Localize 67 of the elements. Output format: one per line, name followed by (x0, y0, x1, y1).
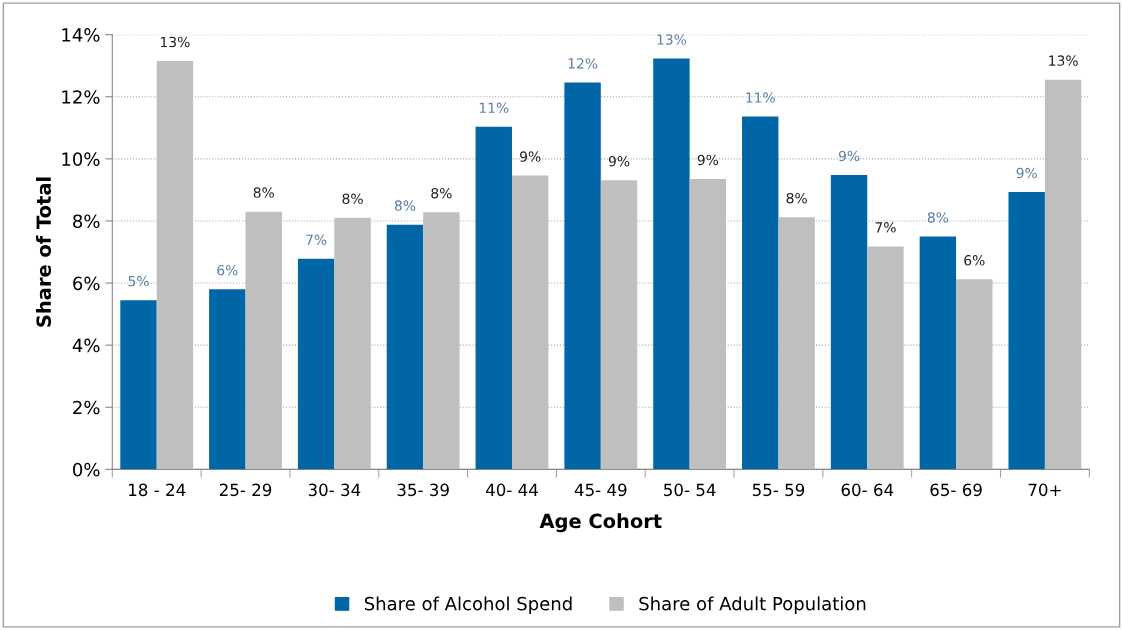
x-tick-label: 18 - 24 (129, 483, 186, 497)
x-tick-label: 40- 44 (485, 483, 538, 497)
x-tick-label: 25- 29 (219, 483, 272, 497)
x-tick-label: 45- 49 (574, 483, 627, 497)
data-label: 8% (253, 187, 274, 198)
data-label: 9% (838, 150, 860, 162)
data-label: 7% (306, 234, 327, 246)
bar (334, 217, 371, 470)
data-label: 6% (964, 255, 985, 266)
bar (209, 289, 246, 470)
bar (423, 212, 460, 470)
bar (778, 217, 815, 470)
y-tick-label: 14% (62, 28, 100, 42)
y-tick-label: 0% (73, 462, 100, 477)
bar (653, 58, 690, 470)
data-label: 8% (431, 187, 452, 199)
bar (742, 116, 779, 470)
bar (564, 82, 601, 470)
x-tick-label: 55- 59 (752, 483, 805, 497)
data-label: 13% (657, 34, 687, 45)
x-tick-label: 50- 54 (664, 483, 716, 497)
bar (867, 246, 904, 470)
bar (919, 236, 957, 470)
x-tick-label: 60- 64 (841, 483, 894, 497)
x-tick-label: 30- 34 (308, 483, 361, 497)
y-tick-label: 2% (73, 400, 100, 415)
x-tick-label: 70+ (1028, 483, 1061, 497)
bar (956, 279, 993, 470)
bar (297, 258, 335, 470)
y-tick-label: 10% (62, 152, 100, 166)
bar (1044, 79, 1082, 470)
bar (120, 300, 157, 470)
data-label: 9% (1016, 167, 1037, 179)
bar (475, 126, 512, 470)
x-tick-label: 35- 39 (397, 483, 449, 497)
data-label: 6% (217, 264, 238, 276)
data-label: 11% (746, 92, 775, 103)
data-label: 12% (568, 58, 598, 69)
data-label: 13% (161, 36, 190, 48)
data-label: 9% (520, 151, 541, 162)
bar (511, 175, 549, 470)
data-label: 11% (479, 102, 509, 114)
bar (830, 175, 868, 470)
data-label: 5% (128, 275, 149, 287)
data-label: 8% (342, 193, 363, 205)
data-label: 9% (608, 155, 630, 167)
bar (156, 61, 194, 470)
legend-label: Share of Alcohol Spend (364, 596, 572, 614)
bar (600, 180, 638, 470)
data-label: 7% (875, 222, 896, 233)
y-tick-label: 4% (72, 338, 100, 353)
y-tick-label: 8% (73, 214, 100, 229)
data-label: 8% (786, 192, 807, 204)
y-tick-label: 6% (73, 276, 100, 291)
x-axis-title: Age Cohort (539, 513, 662, 533)
legend-label: Share of Adult Population (639, 596, 866, 614)
data-label: 8% (927, 212, 949, 223)
bar (386, 224, 424, 470)
y-axis-title: Share of Total (35, 177, 52, 327)
x-tick-label: 65- 69 (930, 483, 982, 497)
data-label: 13% (1049, 55, 1078, 66)
bar (689, 179, 727, 470)
bar (245, 211, 282, 470)
data-label: 9% (697, 154, 719, 166)
data-label: 8% (394, 200, 416, 211)
y-tick-label: 12% (62, 90, 100, 104)
bar (1008, 192, 1045, 470)
